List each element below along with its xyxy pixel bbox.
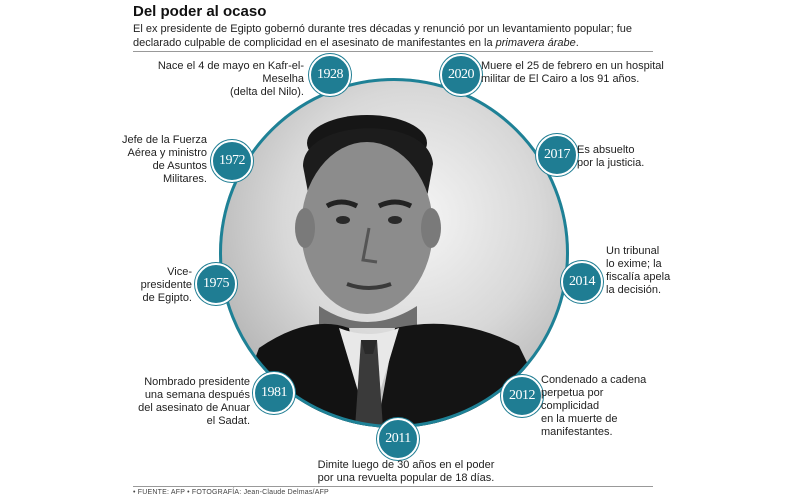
intro-line-1: El ex presidente de Egipto gobernó duran… (133, 23, 632, 35)
intro-line-2-suffix: . (575, 37, 579, 49)
year-node-2017: 2017 (536, 134, 578, 176)
intro-emphasis: primavera árabe (495, 37, 576, 49)
year-node-2014: 2014 (561, 261, 603, 303)
event-label-1972: Jefe de la Fuerza Aérea y ministro de As… (117, 134, 207, 186)
event-line: Militares. (162, 173, 207, 185)
event-line: Condenado a cadena (541, 374, 647, 386)
source-credit: • FUENTE: AFP • FOTOGRAFÍA: Jean-Claude … (133, 489, 329, 496)
event-line: fiscalía apela (606, 271, 671, 283)
event-line: complicidad (541, 400, 600, 412)
event-label-2014: Un tribunal lo exime; la fiscalía apela … (606, 245, 686, 297)
event-label-1981: Nombrado presidente una semana después d… (130, 376, 250, 428)
year-node-1975: 1975 (195, 263, 237, 305)
year-node-2012: 2012 (501, 375, 543, 417)
event-line: Muere el 25 de febrero en un hospital (481, 60, 664, 72)
event-line: Un tribunal (606, 245, 660, 257)
event-line: lo exime; la (606, 258, 662, 270)
event-line: perpetua por (541, 387, 604, 399)
event-line: la decisión. (606, 284, 662, 296)
year-node-2011: 2011 (377, 418, 419, 460)
top-divider (133, 51, 653, 52)
event-line: Vice- (167, 266, 192, 278)
event-line: Aérea y ministro (127, 147, 207, 159)
event-label-2011: Dimite luego de 30 años en el poder por … (296, 459, 516, 485)
event-label-1975: Vice- presidente de Egipto. (120, 266, 192, 305)
event-line: militar de El Cairo a los 91 años. (481, 73, 640, 85)
event-line: Jefe de la Fuerza (122, 134, 207, 146)
year-node-1981: 1981 (253, 372, 295, 414)
year-node-2020: 2020 (440, 54, 482, 96)
event-line: manifestantes. (541, 426, 613, 438)
event-line: por una revuelta popular de 18 días. (317, 472, 495, 484)
year-node-1972: 1972 (211, 140, 253, 182)
infographic-title: Del poder al ocaso (133, 3, 267, 20)
event-label-2017: Es absuelto por la justicia. (577, 144, 677, 170)
event-line: Dimite luego de 30 años en el poder (317, 459, 495, 471)
event-line: Nombrado presidente (144, 376, 250, 388)
event-label-1928: Nace el 4 de mayo en Kafr-el-Meselha (de… (146, 60, 304, 99)
event-line: del asesinato de Anuar (138, 402, 250, 414)
event-line: en la muerte de (541, 413, 618, 425)
event-line: el Sadat. (206, 415, 250, 427)
intro-line-2: declarado culpable de complicidad en el … (133, 36, 663, 50)
event-line: de Egipto. (142, 292, 192, 304)
bottom-divider (133, 486, 653, 487)
event-line: Es absuelto (577, 144, 635, 156)
event-line: (delta del Nilo). (230, 86, 304, 98)
event-line: de Asuntos (152, 160, 207, 172)
intro-line-2-prefix: declarado culpable de complicidad en el … (133, 37, 496, 49)
event-line: presidente (140, 279, 192, 291)
event-line: una semana después (144, 389, 250, 401)
intro-text: El ex presidente de Egipto gobernó duran… (133, 22, 663, 50)
event-line: Nace el 4 de mayo en Kafr-el-Meselha (157, 60, 304, 85)
event-label-2012: Condenado a cadena perpetua por complici… (541, 374, 651, 439)
year-node-1928: 1928 (309, 54, 351, 96)
event-line: por la justicia. (577, 157, 645, 169)
event-label-2020: Muere el 25 de febrero en un hospital mi… (481, 60, 681, 86)
